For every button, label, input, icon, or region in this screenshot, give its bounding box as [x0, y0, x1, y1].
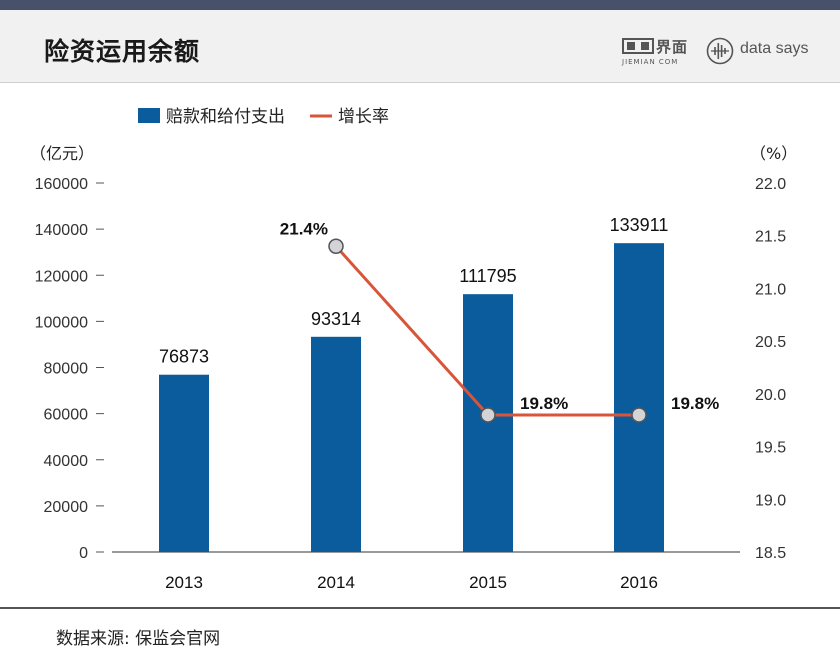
- y-left-tick-label: 160000: [35, 176, 88, 193]
- legend-swatch-bar: [138, 108, 160, 123]
- y-right-tick-label: 21.5: [755, 229, 786, 246]
- y-left-tick-label: 140000: [35, 222, 88, 239]
- jiemian-logo-text: 界面: [656, 38, 689, 56]
- datasays-logo: data says: [706, 36, 816, 66]
- y-right-tick-label: 21.0: [755, 281, 786, 298]
- source-note: 数据来源: 保监会官网: [56, 629, 221, 649]
- y-left-tick-label: 60000: [44, 407, 89, 424]
- y-right-tick-label: 20.5: [755, 334, 786, 351]
- page-title: 险资运用余额: [44, 37, 201, 66]
- x-tick-label: 2013: [165, 573, 203, 592]
- y-right-tick-label: 19.0: [755, 492, 786, 509]
- x-tick-label: 2016: [620, 573, 658, 592]
- y-left-tick-label: 0: [79, 545, 88, 562]
- y-left-unit-label: （亿元）: [30, 144, 94, 163]
- y-left-tick-label: 20000: [44, 499, 89, 516]
- x-tick-label: 2014: [317, 573, 355, 592]
- bar: [463, 294, 513, 552]
- y-left-tick-label: 40000: [44, 453, 89, 470]
- chart: 赔款和给付支出 增长率 （亿元） （%） 0 20000 40000 60000 80000 10…: [30, 107, 797, 592]
- y-right-tick-label: 22.0: [755, 176, 786, 193]
- footer-divider: [0, 607, 840, 609]
- y-right-tick-label: 19.5: [755, 440, 786, 457]
- growth-point: [480, 407, 496, 423]
- header: 险资运用余额 界面 JIEMIAN COM data says: [0, 10, 840, 83]
- y-right-tick-label: 20.0: [755, 387, 786, 404]
- y-left-tick-label: 120000: [35, 268, 88, 285]
- y-right-unit-label: （%）: [750, 144, 797, 163]
- growth-value-label: 19.8%: [520, 394, 568, 413]
- bar: [159, 374, 209, 552]
- bar-value-label: 111795: [459, 266, 516, 286]
- bar-value-label: 93314: [311, 309, 361, 329]
- top-stripe: [0, 0, 840, 10]
- bar-value-label: 76873: [159, 347, 209, 367]
- datasays-logo-icon: [706, 37, 734, 65]
- legend-label-bar: 赔款和给付支出: [166, 107, 285, 127]
- x-tick-label: 2015: [469, 573, 507, 592]
- growth-value-label: 21.4%: [280, 219, 328, 238]
- jiemian-logo-subtext: JIEMIAN COM: [622, 58, 679, 66]
- bar: [614, 243, 664, 552]
- jiemian-logo-icon: [622, 38, 654, 54]
- bar-value-label: 133911: [610, 215, 669, 235]
- datasays-logo-text: data says: [740, 40, 809, 57]
- y-left-tick-label: 100000: [35, 314, 88, 331]
- legend-label-line: 增长率: [338, 107, 389, 127]
- y-left-tick-label: 80000: [44, 361, 89, 378]
- growth-point: [328, 238, 344, 255]
- jiemian-logo: 界面 JIEMIAN COM: [622, 36, 692, 70]
- y-right-tick-label: 18.5: [755, 545, 786, 562]
- growth-value-label: 19.8%: [671, 394, 719, 413]
- growth-point: [631, 407, 647, 423]
- bar: [311, 336, 361, 552]
